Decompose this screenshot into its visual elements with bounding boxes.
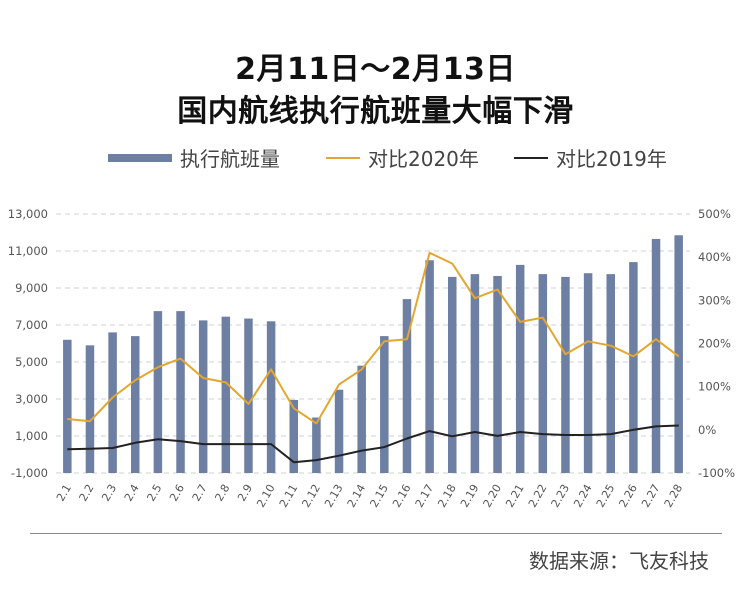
y-tick-label: 7,000 xyxy=(15,318,48,332)
bar xyxy=(244,318,253,473)
bar xyxy=(425,260,434,473)
bar xyxy=(131,336,140,473)
x-tick-label: 2.7 xyxy=(190,482,210,504)
y-tick-label: 1,000 xyxy=(15,429,48,443)
bar xyxy=(448,276,457,473)
x-tick-label: 2.23 xyxy=(549,482,573,510)
bar xyxy=(583,273,593,473)
chart-title-line1: 2月11日～2月13日 xyxy=(235,52,516,87)
x-tick-label: 2.12 xyxy=(299,482,323,510)
x-tick-label: 2.16 xyxy=(390,482,414,510)
x-tick-label: 2.4 xyxy=(122,482,142,504)
x-tick-label: 2.3 xyxy=(99,482,119,504)
bar xyxy=(357,365,366,473)
legend-item-bars: 执行航班量 xyxy=(108,143,280,172)
x-tick-label: 2.6 xyxy=(167,482,187,504)
series-line-2020 xyxy=(67,251,680,425)
y2-tick-label: 500% xyxy=(698,207,731,221)
bar xyxy=(221,316,231,473)
bar xyxy=(312,417,321,473)
y2-tick-label: 400% xyxy=(698,250,731,264)
y-tick-label: 3,000 xyxy=(15,392,48,406)
bar xyxy=(198,320,208,473)
bar xyxy=(515,264,525,473)
x-tick-label: 2.5 xyxy=(144,482,164,504)
chart-legend: 执行航班量 对比2020年 对比2019年 xyxy=(0,143,751,173)
chart-title-line2: 国内航线执行航班量大幅下滑 xyxy=(177,94,574,129)
x-tick-label: 2.20 xyxy=(481,482,505,510)
legend-swatch-bars xyxy=(108,153,172,162)
x-tick-label: 2.9 xyxy=(235,482,255,504)
y2-tick-label: 100% xyxy=(698,380,731,394)
bar xyxy=(266,321,276,473)
x-tick-label: 2.28 xyxy=(662,482,686,510)
bar xyxy=(651,238,661,473)
y2-tick-label: 300% xyxy=(698,293,731,307)
bar xyxy=(470,274,480,473)
y-tick-label: -1,000 xyxy=(11,466,48,480)
footer-divider xyxy=(30,533,722,534)
x-tick-label: 2.17 xyxy=(413,482,437,510)
x-tick-label: 2.27 xyxy=(639,482,663,510)
bar xyxy=(176,311,185,473)
bar xyxy=(85,345,95,473)
bar xyxy=(629,262,638,473)
legend-label-2020: 对比2020年 xyxy=(368,147,479,171)
x-tick-label: 2.19 xyxy=(458,482,482,510)
bar xyxy=(63,339,72,473)
bar xyxy=(108,332,117,473)
x-tick-label: 2.22 xyxy=(526,482,550,510)
legend-label-bars: 执行航班量 xyxy=(180,147,280,171)
y-tick-label: 5,000 xyxy=(15,355,48,369)
bar xyxy=(674,235,683,473)
y2-tick-label: -100% xyxy=(698,466,735,480)
bar xyxy=(380,336,389,473)
bar xyxy=(402,299,412,473)
x-tick-label: 2.1 xyxy=(54,482,74,504)
bar xyxy=(561,276,570,473)
y2-tick-label: 200% xyxy=(698,337,731,351)
x-tick-label: 2.15 xyxy=(367,482,391,510)
legend-label-2019: 对比2019年 xyxy=(556,147,667,171)
bar xyxy=(289,399,298,473)
bar xyxy=(606,274,615,473)
x-tick-label: 2.14 xyxy=(345,482,369,510)
legend-swatch-2019 xyxy=(514,156,548,159)
x-tick-label: 2.25 xyxy=(594,482,618,510)
legend-item-2019: 对比2019年 xyxy=(514,143,667,172)
series-line-2019 xyxy=(67,424,679,464)
bar xyxy=(153,311,163,473)
legend-item-2020: 对比2020年 xyxy=(326,143,479,172)
x-tick-label: 2.26 xyxy=(616,482,640,510)
y-tick-label: 13,000 xyxy=(8,207,48,221)
bar xyxy=(493,275,502,473)
x-tick-label: 2.18 xyxy=(435,482,459,510)
y-tick-label: 9,000 xyxy=(15,281,48,295)
x-tick-label: 2.8 xyxy=(212,482,232,504)
y-tick-label: 11,000 xyxy=(8,244,48,258)
x-tick-label: 2.10 xyxy=(254,482,278,510)
bar xyxy=(538,274,548,473)
chart-plot: -1,000 1,000 3,000 5,000 7,000 9,000 11,000 13,… xyxy=(8,207,735,510)
bar xyxy=(334,389,344,473)
x-tick-label: 2.21 xyxy=(503,482,527,510)
source-note: 数据来源：飞友科技 xyxy=(529,549,709,573)
x-tick-label: 2.2 xyxy=(77,482,97,504)
legend-swatch-2020 xyxy=(326,156,360,159)
x-tick-label: 2.13 xyxy=(322,482,346,510)
x-tick-label: 2.11 xyxy=(277,482,301,510)
y2-tick-label: 0% xyxy=(698,423,716,437)
x-tick-label: 2.24 xyxy=(571,482,595,510)
